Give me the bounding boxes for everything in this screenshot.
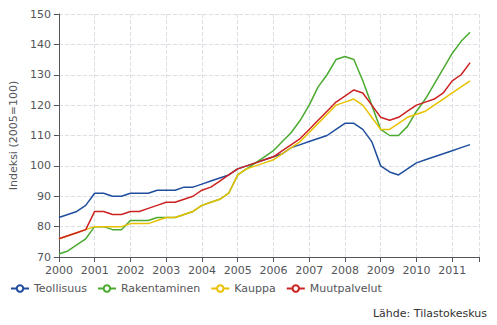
svg-text:Muutpalvelut: Muutpalvelut [310,282,383,295]
svg-text:150: 150 [30,8,51,21]
svg-text:2011: 2011 [438,264,466,277]
svg-text:2008: 2008 [331,264,359,277]
svg-text:70: 70 [37,251,51,264]
svg-text:Teollisuus: Teollisuus [33,282,87,295]
svg-text:2000: 2000 [45,264,73,277]
svg-text:2004: 2004 [188,264,216,277]
svg-text:Rakentaminen: Rakentaminen [121,282,200,295]
svg-text:130: 130 [30,68,51,81]
svg-text:2003: 2003 [152,264,180,277]
svg-text:Kauppa: Kauppa [234,282,275,295]
svg-text:90: 90 [37,190,51,203]
svg-text:2006: 2006 [259,264,287,277]
svg-text:2007: 2007 [295,264,323,277]
svg-text:Indeksi (2005=100): Indeksi (2005=100) [7,81,20,190]
svg-text:2005: 2005 [224,264,252,277]
svg-text:140: 140 [30,38,51,51]
svg-text:80: 80 [37,220,51,233]
svg-text:100: 100 [30,159,51,172]
svg-text:2009: 2009 [367,264,395,277]
svg-text:2002: 2002 [116,264,144,277]
svg-text:120: 120 [30,99,51,112]
svg-text:110: 110 [30,129,51,142]
svg-text:2001: 2001 [81,264,109,277]
svg-text:Lähde: Tilastokeskus: Lähde: Tilastokeskus [373,307,487,320]
svg-text:2010: 2010 [402,264,430,277]
